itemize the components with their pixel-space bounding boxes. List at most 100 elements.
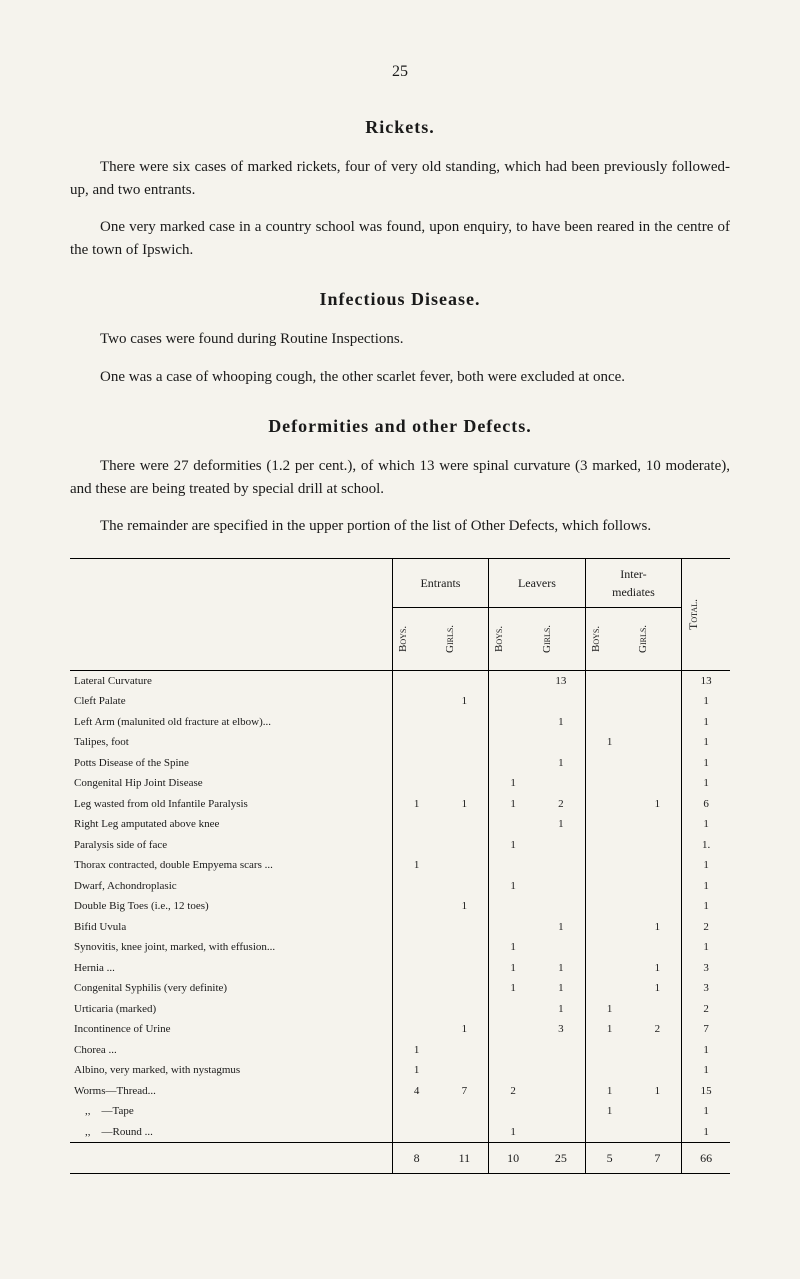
heading-infectious: Infectious Disease. [70,286,730,313]
cell [392,937,440,958]
cell [489,712,537,733]
cell [633,896,681,917]
cell [489,999,537,1020]
cell [489,855,537,876]
cell: 1 [682,753,730,774]
cell [585,691,633,712]
cell: 15 [682,1081,730,1102]
paragraph: One was a case of whooping cough, the ot… [70,366,730,389]
row-label: Paralysis side of face [70,835,392,856]
table-row: Potts Disease of the Spine 1 1 [70,753,730,774]
cell: 1 [633,1081,681,1102]
row-label: Worms—Thread... [70,1081,392,1102]
cell: 1 [489,978,537,999]
cell [537,855,585,876]
cell: 1 [392,794,440,815]
cell: 7 [682,1019,730,1040]
heading-rickets: Rickets. [70,114,730,141]
cell [633,835,681,856]
cell [633,876,681,897]
cell [440,732,488,753]
cell [585,896,633,917]
cell: 1 [682,1040,730,1061]
cell [585,712,633,733]
cell: 1 [537,958,585,979]
cell [440,855,488,876]
cell: 1 [633,794,681,815]
row-label: Double Big Toes (i.e., 12 toes) [70,896,392,917]
cell [585,753,633,774]
cell [537,732,585,753]
table-row: Double Big Toes (i.e., 12 toes)11 [70,896,730,917]
subhead-boys: Boys. [588,614,605,664]
row-label: Congenital Hip Joint Disease [70,773,392,794]
cell: 1 [489,876,537,897]
cell: 7 [440,1081,488,1102]
cell: 2 [537,794,585,815]
table-row: Thorax contracted, double Empyema scars … [70,855,730,876]
subhead-girls: Girls. [442,614,459,664]
cell [392,753,440,774]
row-label: Right Leg amputated above knee [70,814,392,835]
cell [633,712,681,733]
cell [392,896,440,917]
table-row: Hernia ...1113 [70,958,730,979]
cell [489,814,537,835]
cell: 1 [440,1019,488,1040]
table-row: Lateral Curvature1313 [70,670,730,691]
table-row: Incontinence of Urine13127 [70,1019,730,1040]
cell: 2 [633,1019,681,1040]
cell [489,753,537,774]
cell: 3 [682,978,730,999]
cell: 1 [537,753,585,774]
table-row: Albino, very marked, with nystagmus11 [70,1060,730,1081]
cell [537,1122,585,1143]
cell [392,876,440,897]
cell [440,1040,488,1061]
row-label: Urticaria (marked) [70,999,392,1020]
cell: 1 [633,917,681,938]
cell: 1 [682,1101,730,1122]
row-label: Talipes, foot [70,732,392,753]
paragraph: The remainder are specified in the upper… [70,515,730,538]
cell [537,896,585,917]
cell [585,876,633,897]
cell [392,691,440,712]
cell [585,937,633,958]
table-row: Left Arm (malunited old fracture at elbo… [70,712,730,733]
cell: 1 [440,794,488,815]
cell [440,835,488,856]
paragraph: One very marked case in a country school… [70,216,730,261]
cell: 1 [682,937,730,958]
cell [537,1081,585,1102]
heading-deformities: Deformities and other Defects. [70,413,730,440]
cell [633,1122,681,1143]
cell [392,978,440,999]
table-row: Cleft Palate11 [70,691,730,712]
subhead-boys: Boys. [491,614,508,664]
cell: 1 [682,732,730,753]
table-row: ,, —Round ...11 [70,1122,730,1143]
cell [392,1122,440,1143]
cell [585,1060,633,1081]
cell: 2 [682,917,730,938]
cell [633,732,681,753]
row-label: Dwarf, Achondroplasic [70,876,392,897]
page-number: 25 [70,60,730,84]
cell [392,712,440,733]
cell: 1 [392,855,440,876]
row-label: Potts Disease of the Spine [70,753,392,774]
subhead-boys: Boys. [395,614,412,664]
row-label: Left Arm (malunited old fracture at elbo… [70,712,392,733]
cell [440,670,488,691]
col-intermediates: Inter- mediates [585,558,682,607]
cell [392,773,440,794]
cell: 1 [489,773,537,794]
cell [489,691,537,712]
row-label: Albino, very marked, with nystagmus [70,1060,392,1081]
cell [633,1101,681,1122]
cell [633,670,681,691]
table-row: Bifid Uvula112 [70,917,730,938]
table-row: Leg wasted from old Infantile Paralysis1… [70,794,730,815]
table-row: Right Leg amputated above knee11 [70,814,730,835]
